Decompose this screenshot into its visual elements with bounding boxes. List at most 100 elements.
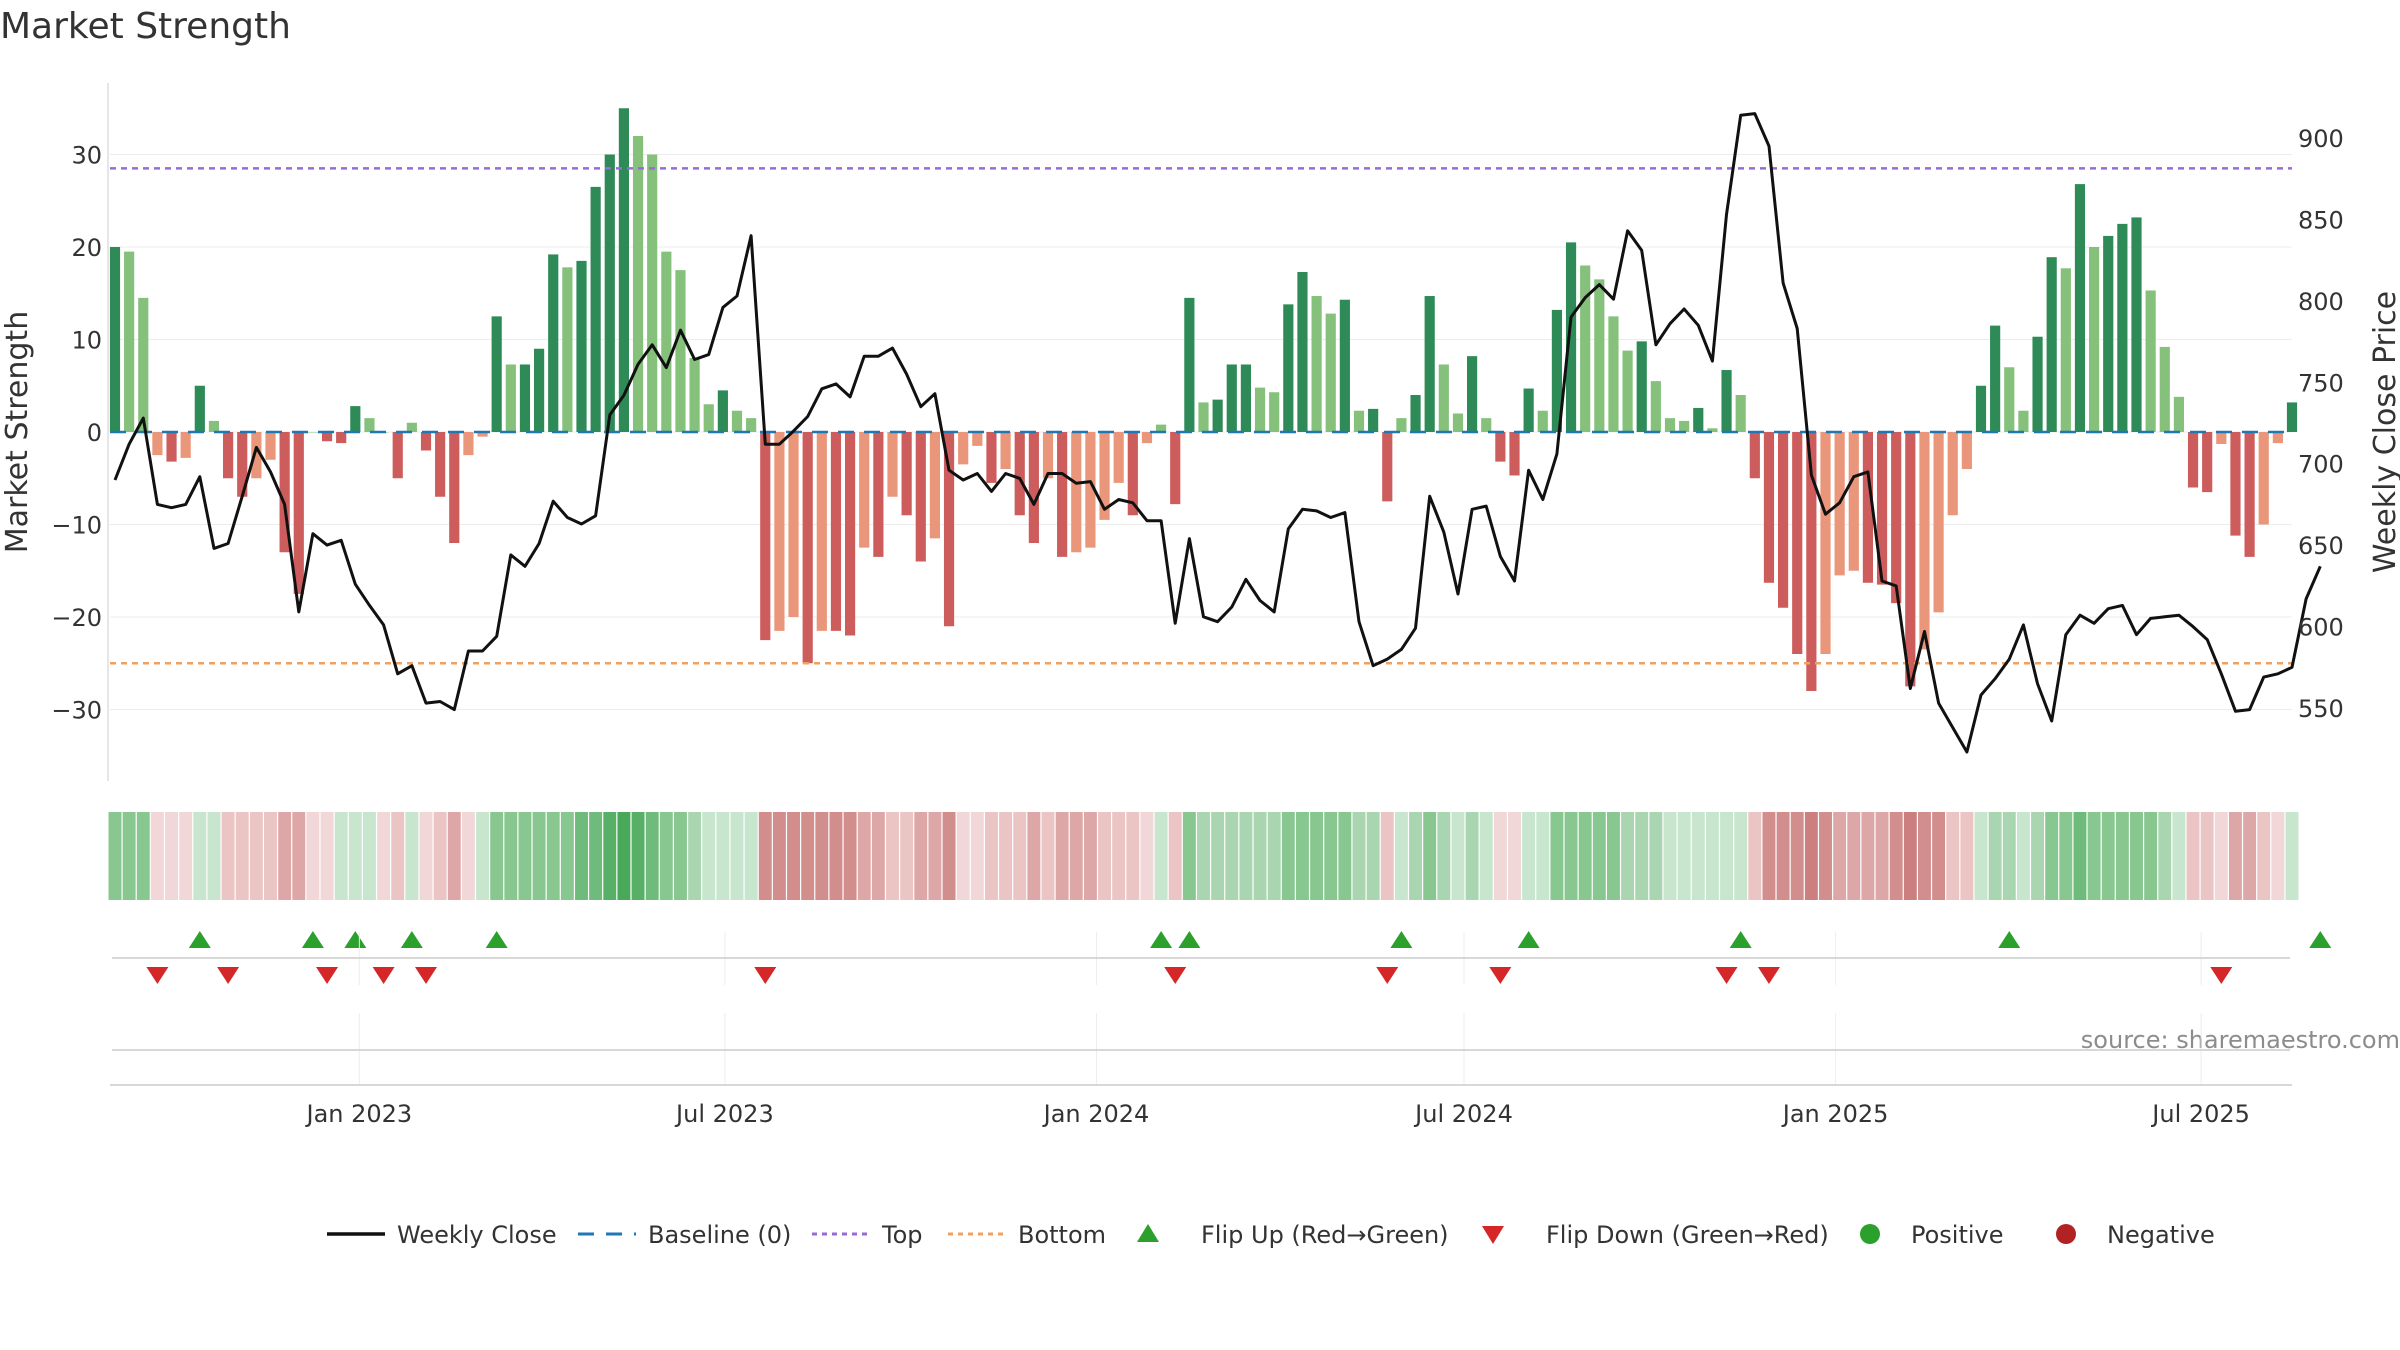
negative-bar [1905,432,1916,687]
right-tick-label: 600 [2298,614,2344,642]
regime-cell [589,812,603,900]
regime-cell [1649,812,1663,900]
positive-bar [689,358,700,432]
regime-cell [1592,812,1606,900]
regime-cell [2257,812,2271,900]
positive-bar [1523,388,1534,432]
x-tick-label: Jul 2024 [1413,1100,1513,1128]
regime-cell [1847,812,1861,900]
positive-bar [1254,387,1266,432]
regime-cell [2073,812,2087,900]
positive-bar [1226,364,1237,432]
left-tick-label: −20 [51,604,102,632]
positive-bar [1735,395,1746,432]
flip-markers [146,931,2332,984]
positive-bar [1608,316,1619,432]
regime-cell [2115,812,2129,900]
regime-cell [207,812,221,900]
negative-bar [1127,432,1138,516]
regime-cell [1790,812,1804,900]
negative-bar [1820,432,1831,654]
positive-bar [1184,297,1195,432]
positive-bar [1283,304,1294,432]
flip-down-marker [1376,967,1399,984]
flip-up-marker [1150,931,1173,948]
regime-cell [688,812,702,900]
regime-cell [617,812,631,900]
negative-bar [251,432,262,479]
flip-up-marker [1390,931,1413,948]
negative-bar [788,432,799,617]
flip-up-marker [1517,931,1540,948]
flip-down-marker [316,967,339,984]
positive-bar [590,186,601,432]
regime-cell [603,812,617,900]
positive-bar [576,260,587,432]
regime-cell [999,812,1013,900]
regime-cell [1960,812,1974,900]
regime-cell [1366,812,1380,900]
negative-bar [929,432,940,539]
regime-cell [1027,812,1041,900]
regime-cell [122,812,136,900]
regime-cell [1536,812,1550,900]
negative-bar [915,432,926,562]
flip-up-marker [1729,931,1752,948]
regime-cell [1197,812,1210,900]
positive-bar [109,247,121,432]
flip-up-marker [344,931,367,948]
negative-bar [1042,432,1054,479]
flip-down-marker [1757,967,1780,984]
x-tick-label: Jan 2023 [305,1100,413,1128]
positive-bar [1679,420,1690,432]
right-tick-label: 850 [2298,206,2344,234]
regime-cell [193,812,207,900]
regime-cell [2271,812,2285,900]
positive-bar [1537,410,1548,432]
left-tick-label: −10 [51,512,102,540]
negative-bar [223,432,234,479]
flip-down-marker [1489,967,1512,984]
regime-cell [1493,812,1507,900]
reference-lines [110,167,2292,665]
positive-bar [548,254,559,432]
negative-bar [1933,432,1944,613]
regime-cell [829,812,843,900]
legend-circle-icon [1860,1224,1880,1244]
flip-up-marker [188,931,211,948]
regime-cell [1352,812,1366,900]
left-tick-label: −30 [51,697,102,725]
negative-bar [279,432,290,553]
flip-up-marker [1998,931,2021,948]
legend-label: Baseline (0) [648,1221,791,1249]
positive-bar [746,418,757,432]
negative-bar [1000,432,1011,469]
regime-cell [1705,812,1719,900]
positive-bar [731,410,743,432]
regime-cell [1946,812,1960,900]
regime-cell [1338,812,1352,900]
legend-label: Flip Down (Green→Red) [1546,1221,1829,1249]
negative-bar [321,432,333,442]
regime-cell [179,812,193,900]
positive-bar [1650,381,1661,432]
regime-cell [136,812,150,900]
positive-bar [2074,184,2086,432]
price-line [113,112,2322,754]
left-tick-label: 0 [87,419,102,447]
negative-bar [265,432,276,460]
flip-up-marker [1178,931,1201,948]
positive-bar [491,316,502,432]
flip-down-marker [1715,967,1738,984]
regime-cell [348,812,362,900]
right-tick-label: 900 [2298,125,2344,153]
regime-cell [377,812,391,900]
positive-bar [1707,428,1718,432]
legend-label: Positive [1911,1221,2004,1249]
negative-bar [760,432,771,641]
regime-cell [1889,812,1903,900]
regime-cell [1508,812,1521,900]
right-tick-label: 800 [2298,288,2344,316]
positive-bar [1325,313,1336,432]
regime-cell [1324,812,1338,900]
